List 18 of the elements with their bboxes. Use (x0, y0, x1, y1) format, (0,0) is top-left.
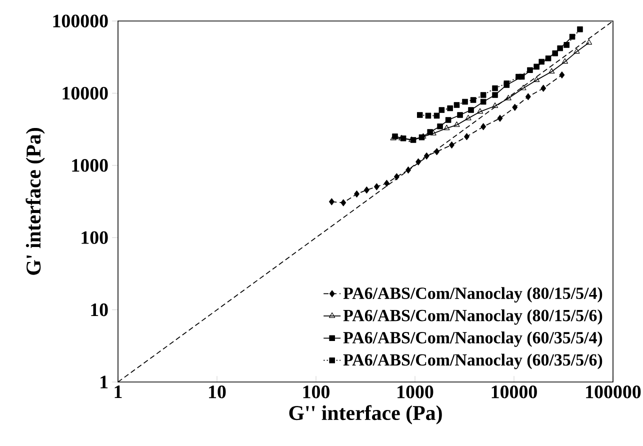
y-tick-label: 10 (91, 303, 108, 316)
legend-label: PA6/ABS/Com/Nanoclay (60/35/5/6) (343, 354, 602, 370)
y-axis-title: G' interface (Pa) (26, 128, 45, 275)
y-tick-label: 1 (100, 376, 108, 388)
x-tick-label: 100000 (586, 386, 641, 398)
legend-label: PA6/ABS/Com/Nanoclay (80/15/5/6) (343, 309, 602, 325)
y-tick-label: 100 (82, 231, 108, 244)
y-tick-label: 10000 (62, 86, 108, 100)
x-tick-label: 100 (303, 386, 330, 398)
y-tick-label: 100000 (53, 14, 108, 28)
legend-label: PA6/ABS/Com/Nanoclay (60/35/5/4) (343, 332, 602, 347)
x-axis-title: G'' interface (Pa) (289, 405, 442, 424)
x-tick-label: 1000 (398, 386, 434, 398)
legend-label: PA6/ABS/Com/Nanoclay (80/15/5/4) (343, 287, 602, 303)
x-tick-label: 10 (209, 386, 226, 398)
x-tick-label: 1 (114, 386, 122, 398)
y-tick-label: 1000 (72, 159, 108, 172)
x-tick-label: 10000 (492, 386, 537, 398)
